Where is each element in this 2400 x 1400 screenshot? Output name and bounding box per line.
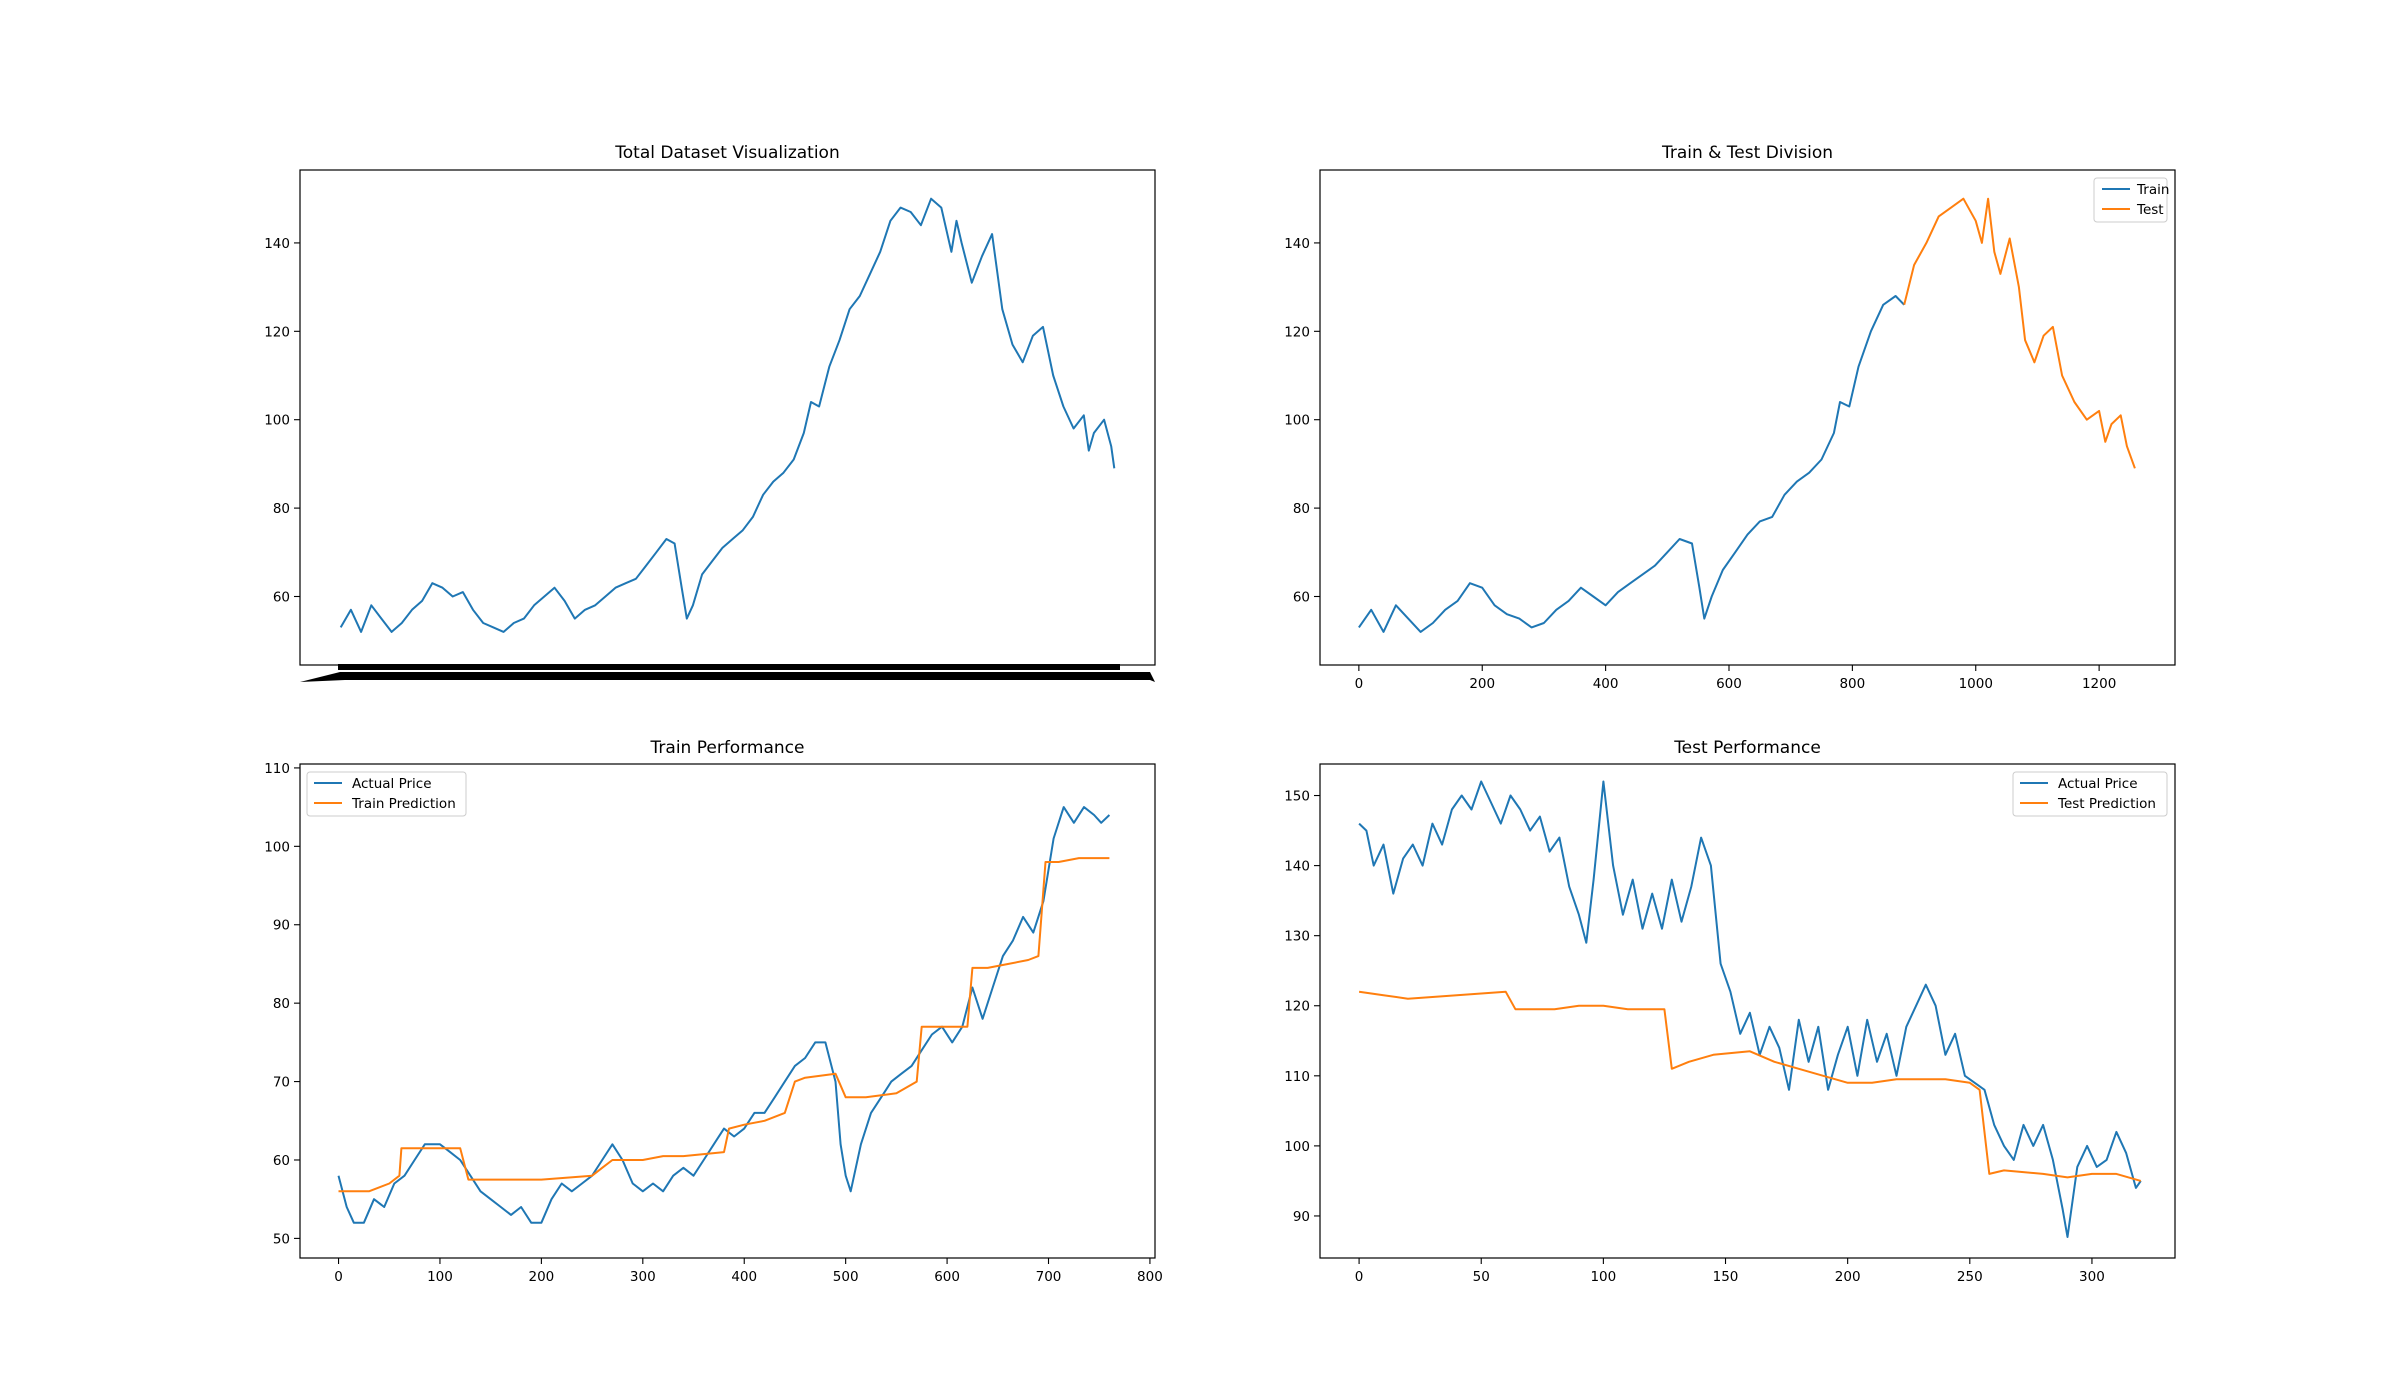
- y-tick-label: 100: [264, 839, 290, 855]
- legend-label-train: Train: [2136, 182, 2169, 198]
- y-tick-label: 90: [273, 918, 290, 934]
- x-tick-label: 1200: [2082, 676, 2116, 692]
- legend-label-test: Test: [2136, 202, 2164, 218]
- series-line-price: [339, 197, 1116, 633]
- x-tick-label: 800: [1137, 1269, 1163, 1285]
- x-tick-label: 400: [1593, 676, 1619, 692]
- y-tick-label: 100: [1284, 413, 1310, 429]
- x-tick-label: 0: [334, 1269, 343, 1285]
- x-tick-label: 300: [2079, 1269, 2105, 1285]
- y-tick-label: 110: [1284, 1069, 1310, 1085]
- x-tick-label: 500: [833, 1269, 859, 1285]
- x-tick-label: 100: [427, 1269, 453, 1285]
- axes-frame: [1319, 169, 2176, 666]
- chart-title: Train Performance: [650, 738, 805, 758]
- legend: Actual Price Train Prediction: [306, 771, 467, 817]
- series-line-train-prediction: [338, 857, 1110, 1193]
- x-tick-label: 400: [731, 1269, 757, 1285]
- y-tick-label: 80: [273, 996, 290, 1012]
- x-tick-label: 100: [1590, 1269, 1616, 1285]
- x-tick-label: 600: [934, 1269, 960, 1285]
- y-tick-label: 60: [1293, 589, 1310, 605]
- subplot-test-performance: Test Performance 90 100 110 120 130 140 150 0 50…: [1284, 738, 2176, 1285]
- y-tick-label: 80: [1293, 501, 1310, 517]
- chart-title: Test Performance: [1673, 738, 1821, 758]
- y-tick-label: 110: [264, 761, 290, 777]
- x-tick-label: 150: [1713, 1269, 1739, 1285]
- legend-label-prediction: Test Prediction: [2057, 796, 2156, 812]
- y-tick-label: 120: [1284, 999, 1310, 1015]
- y-tick-label: 140: [264, 236, 290, 252]
- y-tick-label: 140: [1284, 859, 1310, 875]
- x-tick-label: 0: [1355, 1269, 1364, 1285]
- y-tick-label: 100: [1284, 1139, 1310, 1155]
- y-tick-label: 140: [1284, 236, 1310, 252]
- chart-title: Total Dataset Visualization: [614, 143, 839, 163]
- series-line-actual-price: [1358, 780, 2142, 1238]
- x-tick-label: 200: [1835, 1269, 1861, 1285]
- legend-label-prediction: Train Prediction: [351, 796, 456, 812]
- y-tick-label: 70: [273, 1075, 290, 1091]
- y-tick-label: 80: [273, 501, 290, 517]
- x-tick-label: 50: [1473, 1269, 1490, 1285]
- axes-frame: [299, 763, 1156, 1259]
- x-tick-marks-dense: [338, 664, 1120, 670]
- y-tick-label: 120: [1284, 324, 1310, 340]
- axes-frame: [1319, 763, 2176, 1259]
- legend: Actual Price Test Prediction: [2012, 771, 2168, 817]
- y-tick-label: 130: [1284, 929, 1310, 945]
- x-tick-label: 300: [630, 1269, 656, 1285]
- series-line-actual-price: [337, 806, 1111, 1224]
- y-tick-label: 100: [264, 413, 290, 429]
- legend: Train Test: [2093, 177, 2169, 223]
- series-line-train: [1358, 295, 1905, 633]
- legend-label-actual: Actual Price: [2058, 776, 2138, 792]
- y-tick-label: 50: [273, 1231, 290, 1247]
- y-tick-label: 150: [1284, 789, 1310, 805]
- subplot-train-test: Train & Test Division 60 80 100 120 140 0 200 4…: [1284, 143, 2176, 692]
- y-tick-label: 120: [264, 324, 290, 340]
- x-tick-label: 800: [1839, 676, 1865, 692]
- legend-label-actual: Actual Price: [352, 776, 432, 792]
- series-line-test-prediction: [1358, 990, 2142, 1182]
- x-tick-label: 200: [528, 1269, 554, 1285]
- series-line-test: [1903, 197, 2136, 469]
- x-tick-label: 700: [1036, 1269, 1062, 1285]
- subplot-train-performance: Train Performance 50 60 70 80 90 100 110 0 100 20…: [264, 738, 1163, 1285]
- chart-title: Train & Test Division: [1661, 143, 1833, 163]
- x-tick-label: 1000: [1959, 676, 1993, 692]
- x-tick-label: 200: [1469, 676, 1495, 692]
- x-tick-labels-dense: [300, 672, 1155, 682]
- x-tick-label: 250: [1957, 1269, 1983, 1285]
- subplot-total: Total Dataset Visualization 60 80 100 120 14…: [264, 143, 1156, 682]
- y-tick-label: 60: [273, 1153, 290, 1169]
- x-tick-label: 0: [1355, 676, 1364, 692]
- y-tick-label: 60: [273, 589, 290, 605]
- x-tick-label: 600: [1716, 676, 1742, 692]
- y-tick-label: 90: [1293, 1209, 1310, 1225]
